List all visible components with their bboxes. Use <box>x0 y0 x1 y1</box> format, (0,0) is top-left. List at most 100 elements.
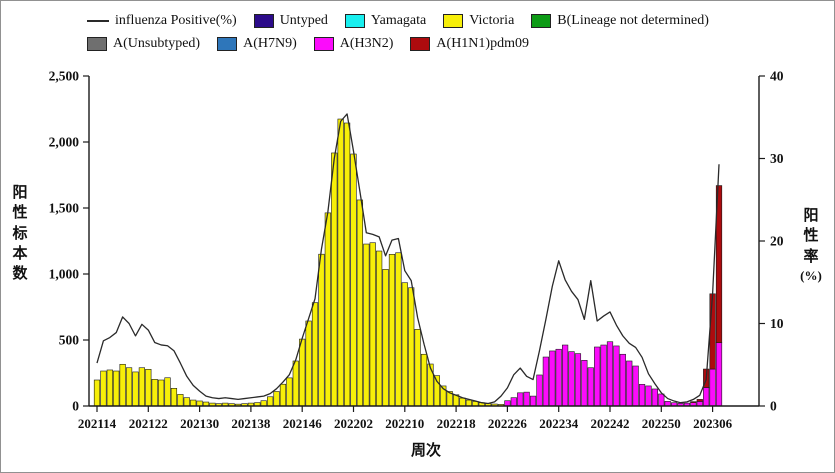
bar-segment <box>408 287 415 407</box>
bar-segment <box>638 384 646 407</box>
right-axis-tick-label: 30 <box>770 151 784 166</box>
bar-segment <box>382 269 389 407</box>
bar-segment <box>183 397 190 407</box>
axes: 0 500 1,000 1,500 2,000 2,500 0 10 20 30 40 202114 2… <box>49 69 784 432</box>
x-axis-tick-label: 202202 <box>334 416 373 431</box>
bar-segment <box>581 360 588 407</box>
color-swatch-icon <box>87 36 107 51</box>
series-a-h3n2- <box>504 341 723 407</box>
bar-segment <box>587 367 594 407</box>
bar-segment <box>709 368 716 407</box>
bar-segment <box>331 152 338 407</box>
bar-segment <box>356 199 364 407</box>
right-axis-tick-label: 20 <box>770 234 784 249</box>
bar-segment <box>427 363 434 407</box>
left-axis-tick-label: 2,500 <box>49 69 80 84</box>
bar-segment <box>626 360 633 407</box>
bar-segment <box>459 397 466 407</box>
color-swatch-icon <box>313 36 334 51</box>
legend-label: A(H7N9) <box>243 35 297 51</box>
bar-segment <box>594 346 601 407</box>
bar-segment <box>177 394 184 407</box>
legend-item-untyped: Untyped <box>253 12 328 28</box>
bar-segment <box>696 399 703 402</box>
color-swatch-icon <box>410 36 431 51</box>
bar-segment <box>658 393 665 407</box>
bar-segment <box>555 348 562 407</box>
legend: influenza Positive(%) Untyped Yamagata Vict… <box>87 9 726 55</box>
bar-segment <box>343 122 351 407</box>
bar-segment <box>151 379 158 407</box>
legend-item-victoria: Victoria <box>443 12 515 28</box>
bar-segment <box>376 250 383 407</box>
bar-segment <box>305 320 312 407</box>
right-axis-tick-label: 0 <box>770 399 777 414</box>
bar-segment <box>125 367 133 407</box>
x-axis-tick-label: 202242 <box>591 416 630 431</box>
bar-segment <box>311 302 319 407</box>
legend-item-a-h1n1-pdm09: A(H1N1)pdm09 <box>410 35 529 51</box>
bar-segment <box>645 385 652 407</box>
x-axis-tick-label: 202226 <box>488 416 528 431</box>
bar-segment <box>190 399 197 407</box>
legend-item-b-lineage-not-determined-: B(Lineage not determined) <box>531 13 709 28</box>
bar-segment <box>414 329 421 407</box>
bar-segment <box>613 345 620 407</box>
legend-item-a-h7n9-: A(H7N9) <box>217 35 297 51</box>
x-axis-title: 周次 <box>410 443 441 459</box>
bar-segment <box>267 396 274 407</box>
left-axis-tick-label: 1,500 <box>49 201 80 216</box>
right-axis-tick-label: 10 <box>770 316 784 331</box>
color-swatch-icon <box>531 13 552 28</box>
bar-segment <box>369 242 376 407</box>
bar-segment <box>529 395 537 407</box>
x-axis-tick-label: 202218 <box>437 416 477 431</box>
legend-row-2: A(Unsubtyped) A(H7N9) A(H3N2) A(H1N1)pdm09 <box>87 32 726 55</box>
bar-segment <box>715 342 723 407</box>
color-swatch-icon <box>443 13 464 28</box>
bar-segment <box>401 282 408 407</box>
bar-segment <box>106 369 113 407</box>
legend-label: A(H1N1)pdm09 <box>436 35 529 51</box>
bar-segment <box>292 360 299 407</box>
bar-segment <box>158 379 165 407</box>
legend-label: A(Unsubtyped) <box>113 35 201 51</box>
bar-segment <box>395 252 402 407</box>
left-axis-title: 阳性标本数 <box>12 185 28 282</box>
bar-segment <box>651 388 658 407</box>
bar-segment <box>715 185 723 343</box>
bar-segment <box>523 391 530 407</box>
series-victoria <box>93 118 505 407</box>
right-axis-title: 阳性率 (%) <box>800 208 822 283</box>
bar-segment <box>465 399 473 407</box>
bar-segment <box>324 212 331 407</box>
bar-segment <box>93 379 101 407</box>
bar-segment <box>145 368 152 407</box>
bar-segment <box>286 377 293 407</box>
color-swatch-icon <box>253 13 274 28</box>
bar-segment <box>420 353 428 407</box>
bar-segment <box>690 401 697 404</box>
bar-segment <box>606 341 614 407</box>
legend-label: A(H3N2) <box>339 35 394 51</box>
bar-segment <box>619 353 626 407</box>
bar-segment <box>273 391 280 407</box>
bar-segment <box>138 367 145 407</box>
x-axis-tick-label: 202122 <box>129 416 168 431</box>
bar-segment <box>510 397 517 407</box>
line-sample-icon <box>87 19 109 22</box>
left-axis-tick-label: 1,000 <box>49 267 80 282</box>
right-axis-tick-label: 40 <box>770 69 784 84</box>
x-axis-tick-label: 202146 <box>283 416 323 431</box>
bar-segment <box>299 338 306 407</box>
legend-label: Untyped <box>279 12 328 28</box>
legend-label: Victoria <box>469 12 515 28</box>
bar-segment <box>260 400 267 407</box>
x-axis-tick-label: 202234 <box>539 416 579 431</box>
legend-row-1: influenza Positive(%) Untyped Yamagata Vict… <box>87 9 726 32</box>
bar-segment <box>504 400 511 407</box>
left-axis-tick-label: 500 <box>59 333 80 348</box>
x-axis-tick-label: 202114 <box>78 416 117 431</box>
bar-segment <box>574 353 582 407</box>
